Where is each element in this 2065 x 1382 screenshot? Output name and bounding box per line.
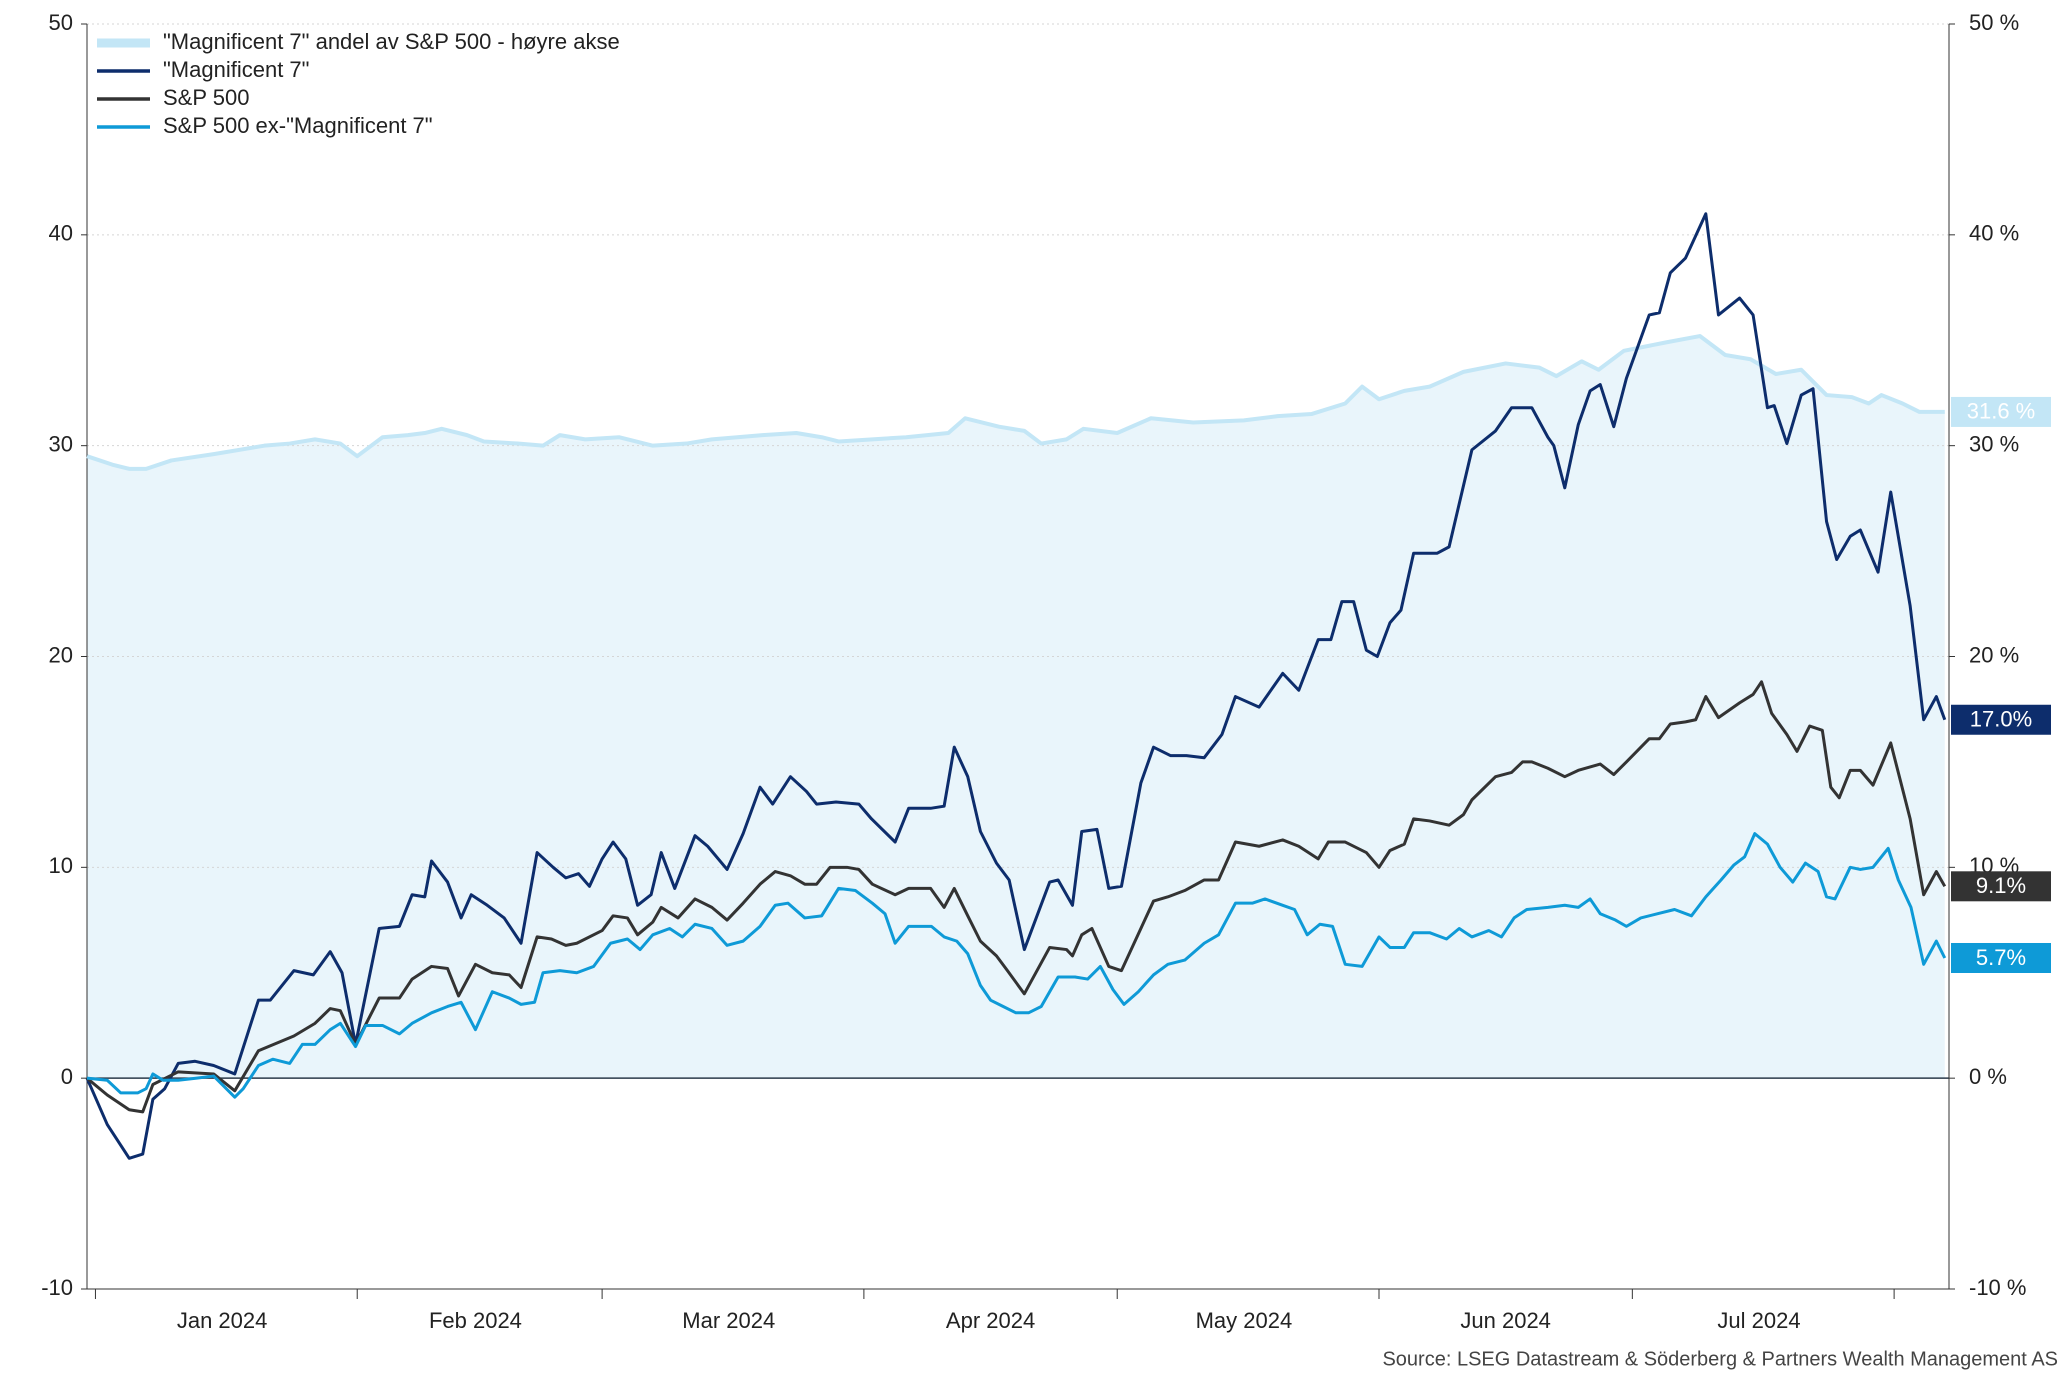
x-tick-label: Jan 2024 — [177, 1308, 268, 1333]
x-tick-label: May 2024 — [1196, 1308, 1293, 1333]
y-tick-label: 20 — [49, 642, 73, 667]
y-tick-label: 40 — [49, 221, 73, 246]
end-label: 5.7% — [1976, 945, 2026, 970]
series-line — [86, 334, 1945, 471]
end-label-box — [1951, 871, 2051, 902]
end-label: 17.0% — [1970, 707, 2032, 732]
y2-tick-label: 0 % — [1969, 1064, 2007, 1089]
area — [87, 336, 1945, 1079]
series-line — [85, 212, 1947, 1160]
end-label: 9.1% — [1976, 873, 2026, 898]
end-label-box — [1951, 396, 2051, 427]
end-label-box — [1951, 942, 2051, 973]
x-tick-label: Jul 2024 — [1717, 1308, 1800, 1333]
legend-label: S&P 500 — [163, 85, 249, 110]
y-tick-label: 0 — [61, 1064, 73, 1089]
y-tick-label: 10 — [49, 853, 73, 878]
end-label: 31.6 % — [1967, 399, 2036, 424]
legend-label: "Magnificent 7" andel av S&P 500 - høyre… — [163, 29, 620, 54]
y2-tick-label: -10 % — [1969, 1275, 2026, 1300]
y-tick-label: 30 — [49, 431, 73, 456]
y-tick-label: -10 — [41, 1275, 73, 1300]
y2-tick-label: 20 % — [1969, 642, 2019, 667]
series-line — [86, 832, 1947, 1099]
legend-label: S&P 500 ex-"Magnificent 7" — [163, 113, 433, 138]
y2-tick-label: 40 % — [1969, 221, 2019, 246]
y2-tick-label: 50 % — [1969, 10, 2019, 35]
x-tick-label: Jun 2024 — [1460, 1308, 1551, 1333]
y2-tick-label: 30 % — [1969, 431, 2019, 456]
y-tick-label: 50 — [49, 10, 73, 35]
x-tick-label: Mar 2024 — [682, 1308, 775, 1333]
x-tick-label: Feb 2024 — [429, 1308, 522, 1333]
end-label-box — [1951, 704, 2051, 735]
x-tick-label: Apr 2024 — [946, 1308, 1035, 1333]
legend-label: "Magnificent 7" — [163, 57, 309, 82]
series-line — [86, 680, 1947, 1114]
source: Source: LSEG Datastream & Söderberg & Pa… — [1382, 1348, 2058, 1370]
